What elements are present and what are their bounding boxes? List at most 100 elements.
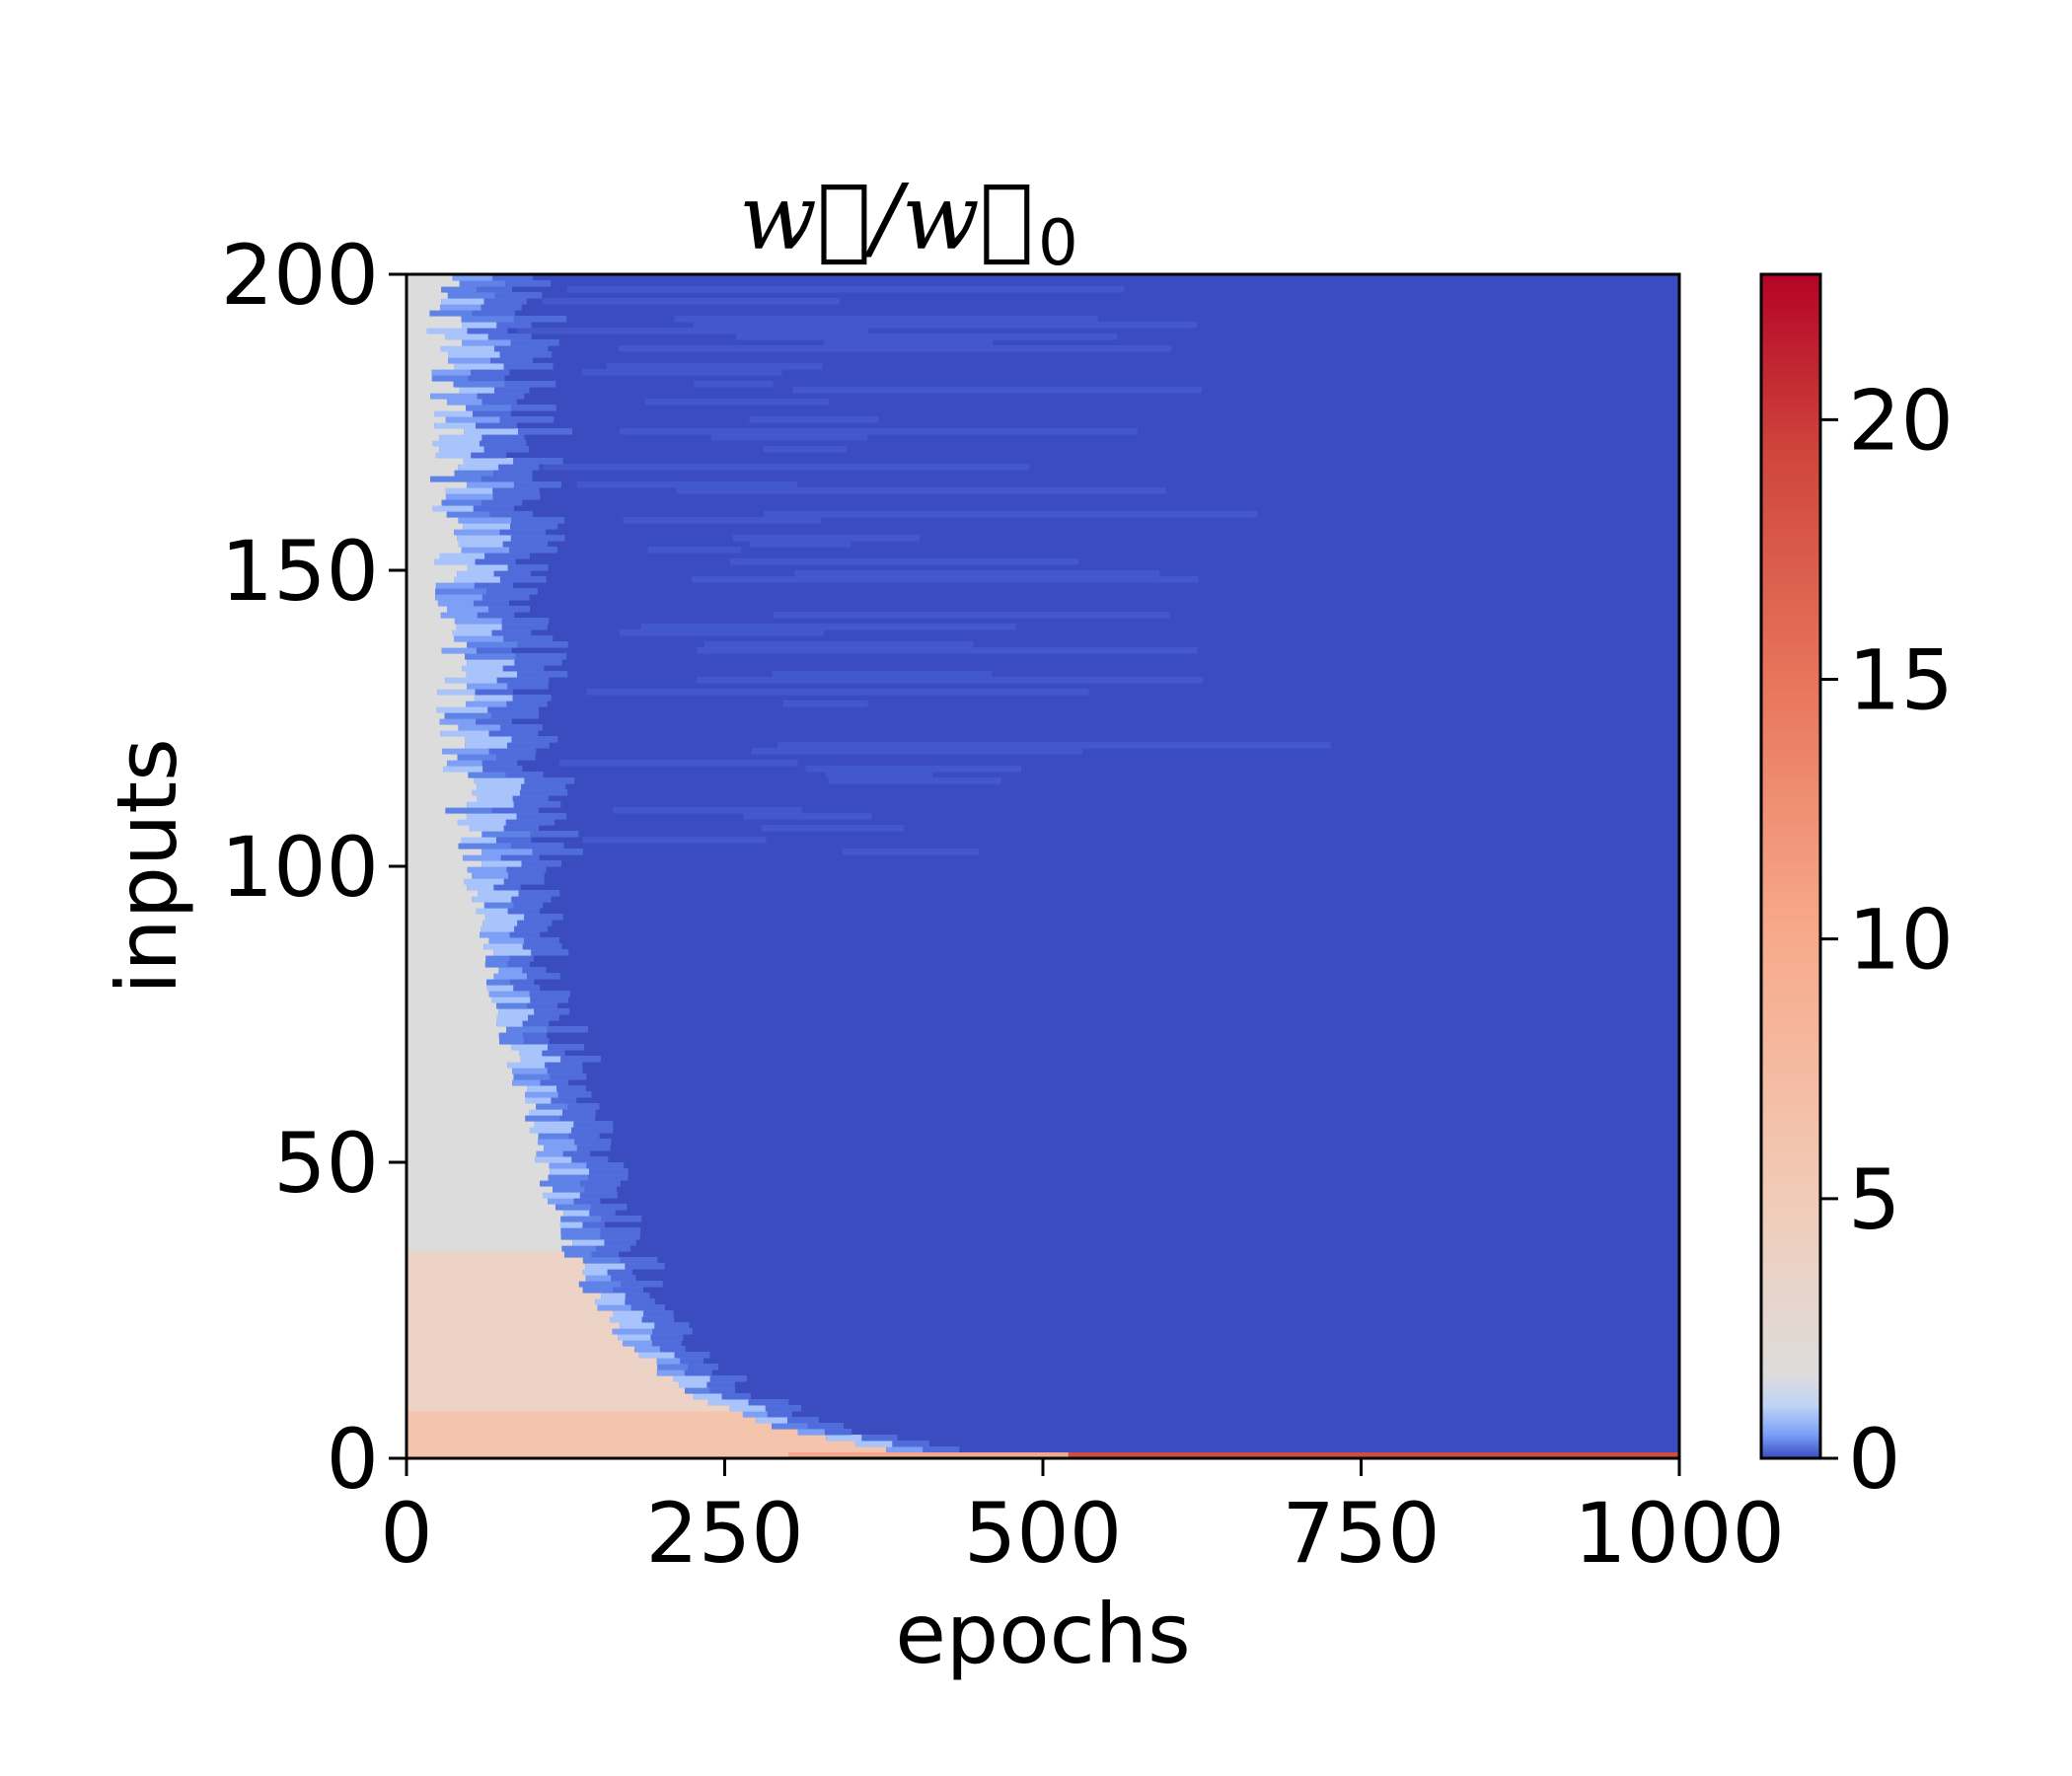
heatmap-row-transition xyxy=(548,1174,589,1181)
heatmap-row-transition xyxy=(431,375,469,382)
heatmap-row-transition xyxy=(582,1221,606,1228)
heatmap-row-early xyxy=(407,345,441,352)
heatmap-row-transition xyxy=(498,1008,535,1015)
heatmap-row-early xyxy=(407,1446,887,1453)
heatmap-row-early xyxy=(407,357,449,364)
heatmap-row-streak xyxy=(805,766,1022,773)
heatmap-row-streak xyxy=(676,487,1166,494)
heatmap-row-transition xyxy=(674,1352,710,1359)
heatmap-row-transition xyxy=(502,665,545,672)
heatmap-row-transition xyxy=(585,1275,612,1282)
heatmap-row-early xyxy=(407,434,440,441)
heatmap-row-early xyxy=(407,292,448,299)
heatmap-row-transition xyxy=(458,724,501,731)
heatmap-row-transition xyxy=(469,825,504,832)
heatmap-row-transition xyxy=(601,1216,642,1222)
heatmap-row-transition xyxy=(512,695,552,702)
heatmap-row-transition xyxy=(707,1399,749,1406)
heatmap-row-transition xyxy=(467,659,515,666)
heatmap-row-transition xyxy=(596,1245,631,1252)
heatmap-row-transition xyxy=(434,558,476,565)
heatmap-row-transition xyxy=(522,1032,548,1039)
heatmap-row-transition xyxy=(467,801,514,808)
heatmap-row-transition xyxy=(426,328,468,334)
heatmap-row-transition xyxy=(465,742,507,749)
heatmap-row-transition xyxy=(567,1103,600,1110)
heatmap-row-early xyxy=(407,665,463,672)
heatmap-row-early xyxy=(407,890,479,897)
heatmap-row-transition xyxy=(797,1429,825,1436)
heatmap-row-transition xyxy=(498,967,523,974)
heatmap-row-transition xyxy=(517,671,568,678)
heatmap-row-early xyxy=(407,505,433,512)
heatmap-row-streak xyxy=(606,363,823,370)
heatmap-row-early xyxy=(407,695,475,702)
heatmap-row-streak xyxy=(763,446,848,453)
heatmap-row-transition xyxy=(680,1358,703,1365)
heatmap-row-early xyxy=(407,1115,526,1122)
heatmap-row-early xyxy=(407,1429,798,1436)
heatmap-row-transition xyxy=(513,801,561,808)
heatmap-row-early xyxy=(407,476,431,482)
heatmap-row-transition xyxy=(434,410,474,417)
heatmap-row-early xyxy=(407,949,494,956)
x-tick-label: 1000 xyxy=(1574,1485,1785,1582)
heatmap-row-early xyxy=(407,1233,561,1240)
heatmap-row-transition xyxy=(447,292,495,299)
heatmap-row-streak xyxy=(743,813,872,820)
heatmap-row-transition xyxy=(480,440,527,447)
heatmap-row-transition xyxy=(499,576,547,583)
heatmap-row-transition xyxy=(561,1245,597,1252)
colorbar-tick-label: 10 xyxy=(1848,892,1954,989)
heatmap-row-transition xyxy=(475,689,513,696)
heatmap-row-early xyxy=(407,777,475,784)
heatmap-row-early xyxy=(407,1452,917,1458)
heatmap-row-transition xyxy=(458,843,512,850)
heatmap-row-transition xyxy=(471,369,510,376)
heatmap-row-transition xyxy=(772,1423,808,1430)
heatmap-row-transition xyxy=(706,1381,735,1388)
heatmap-row-early xyxy=(407,535,458,542)
heatmap-row-transition xyxy=(527,1085,557,1092)
heatmap-row-transition xyxy=(467,564,508,571)
heatmap-row-early xyxy=(407,854,464,861)
heatmap-row-early xyxy=(407,783,478,790)
heatmap-row-early xyxy=(407,1156,536,1163)
heatmap-row-transition xyxy=(506,742,550,749)
heatmap-rows xyxy=(407,274,1679,1458)
heatmap-row-transition xyxy=(514,925,549,932)
heatmap-row-transition xyxy=(439,446,484,453)
heatmap-row-transition xyxy=(466,481,514,488)
heatmap-row-transition xyxy=(492,487,540,494)
heatmap-row-transition xyxy=(524,777,575,784)
heatmap-row-transition xyxy=(448,351,500,358)
x-tick-label: 0 xyxy=(380,1485,432,1582)
heatmap-row-transition xyxy=(496,837,532,844)
heatmap-row-transition xyxy=(445,416,500,423)
heatmap-row-transition xyxy=(765,1405,802,1412)
heatmap-row-early xyxy=(407,730,441,737)
chart-title: w⃗/w⃗ xyxy=(739,165,1034,270)
heatmap-row-transition xyxy=(480,931,510,938)
heatmap-row-transition xyxy=(507,908,540,915)
heatmap-row-transition xyxy=(446,511,490,518)
x-tick-label: 250 xyxy=(645,1485,803,1582)
heatmap-row-early xyxy=(407,1322,621,1329)
heatmap-row-transition xyxy=(562,1109,596,1116)
heatmap-row-transition xyxy=(492,274,533,281)
heatmap-row-transition xyxy=(520,1056,561,1063)
heatmap-row-early xyxy=(407,1174,549,1181)
heatmap-row-transition xyxy=(445,677,497,684)
heatmap-row-early xyxy=(407,1008,499,1015)
heatmap-row-early xyxy=(407,635,455,642)
heatmap-row-transition xyxy=(512,795,549,802)
heatmap-row-early xyxy=(407,541,459,548)
heatmap-row-early xyxy=(407,754,458,761)
heatmap-row-transition xyxy=(463,523,511,530)
heatmap-row-early xyxy=(407,937,489,944)
heatmap-row-transition xyxy=(488,991,530,998)
heatmap-row-early xyxy=(407,653,466,660)
heatmap-row-transition xyxy=(601,1293,626,1299)
heatmap-row-transition xyxy=(439,434,482,441)
heatmap-row-transition xyxy=(560,1227,601,1234)
